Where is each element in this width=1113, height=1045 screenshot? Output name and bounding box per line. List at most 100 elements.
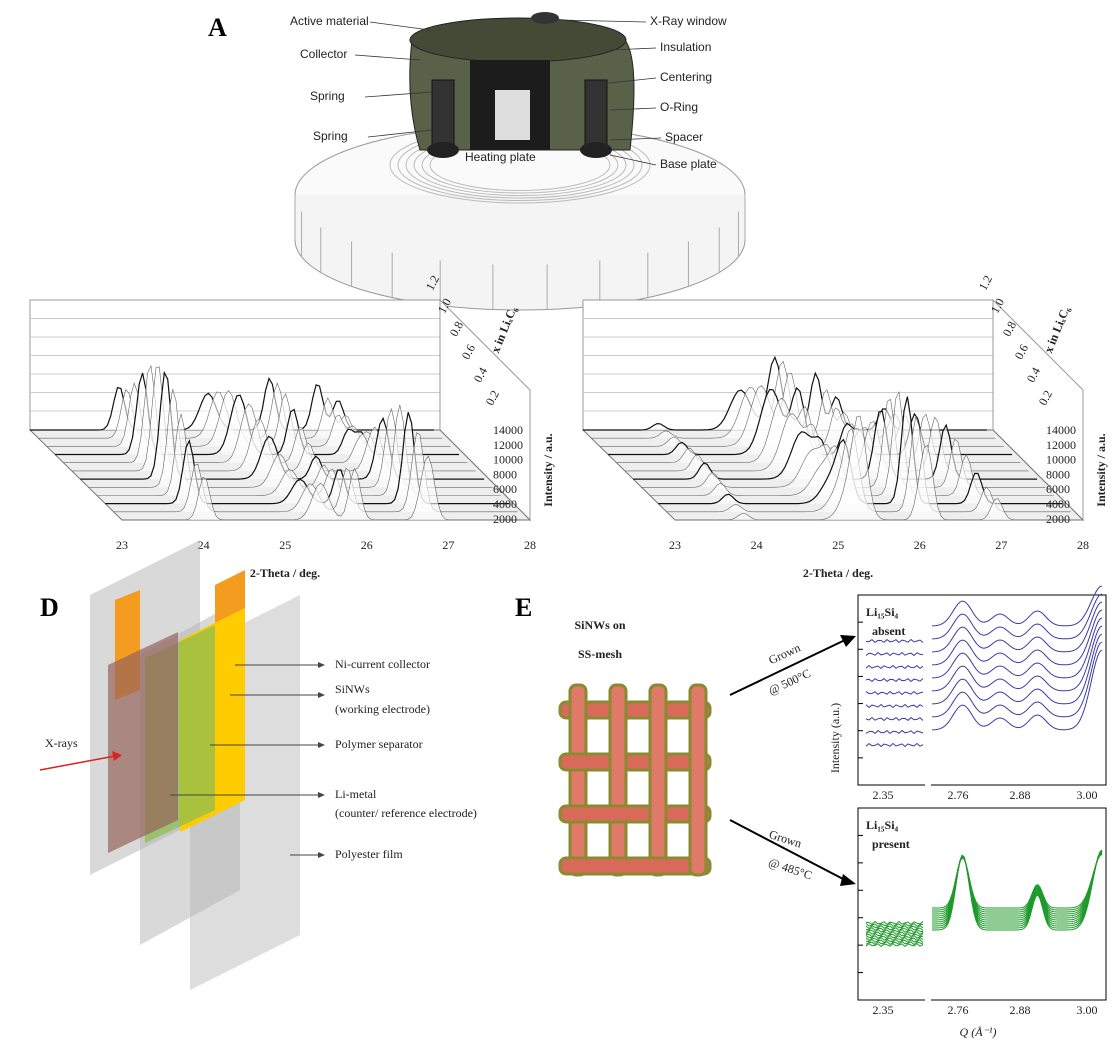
part-label: Base plate: [660, 157, 717, 171]
z-tick-label: 1.0: [435, 296, 454, 316]
leader: [609, 137, 662, 141]
spectrum: [865, 924, 924, 930]
x-axis-label: 2-Theta / deg.: [803, 566, 873, 580]
y-tick-label: 6000: [1046, 482, 1070, 496]
mesh-bar: [688, 683, 708, 877]
spectrum: [865, 677, 924, 683]
foot-l: [427, 142, 459, 158]
y-tick-label: 12000: [1046, 438, 1076, 452]
x-tick-label: 24: [198, 538, 210, 552]
panel-label: E: [515, 593, 532, 622]
pointer-head: [318, 692, 325, 698]
phase-label: Li₁₅Si₄: [866, 605, 899, 619]
x-tick-label: 2.76: [948, 1003, 969, 1017]
spectrum: [865, 934, 924, 940]
leader: [589, 77, 657, 86]
mesh-bar: [558, 700, 712, 720]
y-tick-label: 6000: [493, 482, 517, 496]
x-tick-label: 3.00: [1077, 1003, 1098, 1017]
layer-label: SiNWs: [335, 682, 370, 696]
sample-label: SS-mesh: [578, 647, 622, 661]
x-tick-label: 23: [116, 538, 128, 552]
leader: [369, 21, 431, 31]
z-tick-label: 0.4: [1024, 365, 1043, 385]
z-tick-label: 0.2: [483, 388, 502, 408]
part-label: Spring: [310, 89, 345, 103]
y-tick-label: 10000: [1046, 453, 1076, 467]
panel-label: A: [208, 13, 227, 42]
layer-label: (working electrode): [335, 702, 430, 716]
y-tick-label: 14000: [1046, 423, 1076, 437]
z-tick-label: 1.2: [976, 273, 995, 293]
pattern-curve: [122, 455, 526, 521]
screw-r: [584, 79, 608, 151]
z-tick-label: 0.8: [1000, 319, 1019, 339]
x-tick-label: 24: [751, 538, 763, 552]
y-tick-label: 10000: [493, 453, 523, 467]
part-label: Spacer: [665, 130, 703, 144]
x-tick-label: 28: [1077, 538, 1089, 552]
layer-label: (counter/ reference electrode): [335, 806, 477, 820]
y-axis-label: Intensity / a.u.: [541, 433, 555, 506]
growth-arrow-head: [840, 635, 856, 647]
spectrum: [865, 928, 924, 934]
leader: [367, 129, 433, 138]
layer-label: Polymer separator: [335, 737, 423, 751]
part-label: Collector: [300, 47, 347, 61]
arrow-label: Grown: [767, 827, 803, 851]
foot-r: [580, 142, 612, 158]
spectrum: [931, 585, 1103, 627]
window: [531, 12, 559, 24]
x-tick-label: 28: [524, 538, 536, 552]
spectrum: [865, 703, 924, 709]
spectrum: [865, 940, 924, 946]
spectrum: [865, 922, 924, 928]
spectrum: [865, 936, 924, 942]
y-axis-label: Intensity (a.u.): [828, 703, 842, 773]
y-tick-label: 4000: [1046, 497, 1070, 511]
phase-state: present: [872, 837, 910, 851]
spectrum: [931, 641, 1103, 718]
z-tick-label: 0.6: [1012, 342, 1031, 362]
part-label: Active material: [290, 14, 369, 28]
part-label: Heating plate: [465, 150, 536, 164]
x-tick-label: 26: [361, 538, 373, 552]
cell-top: [409, 17, 627, 63]
x-tick-label: 23: [669, 538, 681, 552]
spectrum: [865, 638, 924, 644]
spectrum: [931, 617, 1103, 679]
x-tick-label: 26: [914, 538, 926, 552]
spectrum: [865, 716, 924, 722]
pattern-curve: [675, 415, 1079, 521]
spectrum: [865, 938, 924, 944]
cell-inner: [495, 90, 530, 140]
spectrum: [865, 930, 924, 936]
z-axis-label: x in LiₓC₆: [1041, 304, 1073, 355]
spectrum: [865, 729, 924, 735]
z-axis-label: x in LiₓC₆: [488, 304, 520, 355]
leader: [609, 47, 657, 51]
mesh-bar: [558, 752, 712, 772]
plot-frame: [857, 807, 1107, 1001]
panel-label: D: [40, 593, 59, 622]
z-tick-label: 0.2: [1036, 388, 1055, 408]
x-tick-label: 3.00: [1077, 788, 1098, 802]
part-label: X-Ray window: [650, 14, 727, 28]
spectrum: [865, 742, 924, 748]
pointer-head: [318, 852, 325, 858]
pointer-head: [318, 792, 325, 798]
leader: [364, 91, 433, 98]
xray-beam: [39, 755, 116, 771]
spectrum: [931, 625, 1103, 692]
part-label: O-Ring: [660, 100, 698, 114]
part-label: Centering: [660, 70, 712, 84]
z-tick-label: 0.4: [471, 365, 490, 385]
z-tick-label: 0.8: [447, 319, 466, 339]
mesh-bar: [648, 683, 668, 877]
plot-3d: [581, 298, 1085, 522]
x-tick-label: 25: [279, 538, 291, 552]
x-tick-label: 27: [995, 538, 1007, 552]
layer-label: Polyester film: [335, 847, 403, 861]
layer-label: Ni-current collector: [335, 657, 430, 671]
